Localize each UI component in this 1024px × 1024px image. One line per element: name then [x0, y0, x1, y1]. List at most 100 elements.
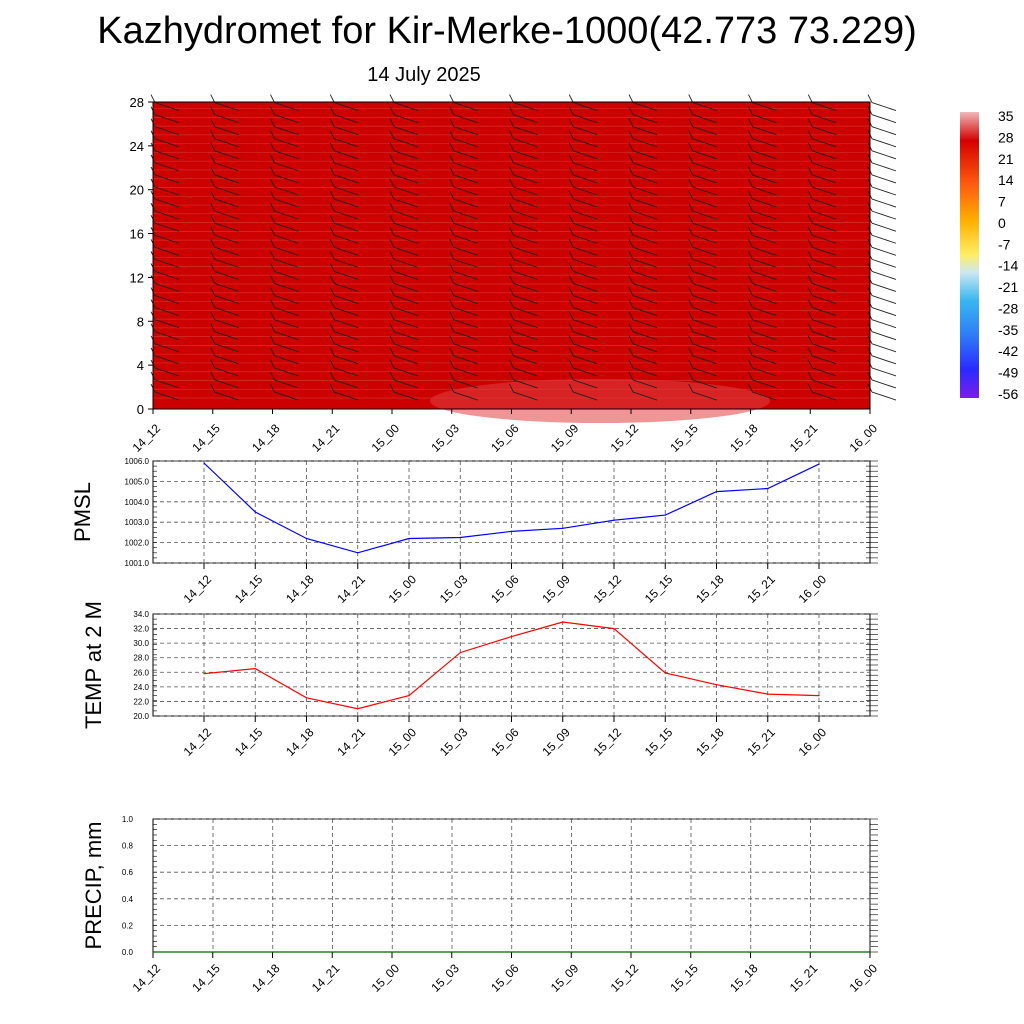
x-tick-label: 14_21 [309, 961, 343, 995]
wind-barb [688, 94, 717, 112]
wind-barb [329, 359, 359, 377]
wind-barb [748, 383, 777, 401]
wind-barb [688, 299, 717, 317]
temp-panel: 20.0 22.0 24.0 26.0 28.0 30.0 32.0 34.0 14_12 14_… [81, 601, 878, 759]
wind-barb [389, 190, 419, 208]
x-tick-label: 14_12 [181, 725, 215, 759]
colorbar-label: -56 [998, 386, 1018, 402]
x-tick-label: 15_15 [667, 421, 701, 455]
wind-barb [509, 299, 538, 317]
wind-barb [807, 347, 837, 365]
wind-barb [807, 190, 837, 208]
wind-barb [568, 227, 598, 244]
x-tick-label: 15_21 [787, 421, 821, 455]
colorbar-label: -35 [998, 322, 1018, 338]
wind-barb [329, 347, 359, 365]
wind-barb [628, 275, 658, 292]
data-point [203, 462, 205, 464]
y-tick-label: 0.8 [122, 842, 134, 851]
wind-barb [568, 94, 598, 112]
wind-barb [329, 311, 359, 329]
wind-barb [688, 311, 717, 329]
wind-barb [270, 239, 299, 256]
wind-barb [449, 239, 478, 256]
wind-barb [628, 299, 658, 317]
y-tick-label: 1005.0 [125, 477, 150, 486]
wind-barb [688, 142, 717, 160]
wind-barb [807, 214, 837, 232]
wind-barb [449, 130, 478, 148]
wind-barb [270, 371, 299, 389]
data-point [254, 668, 256, 670]
wind-barb [568, 323, 598, 341]
wind-barb [449, 371, 478, 389]
wind-barb [329, 299, 359, 317]
wind-barb [748, 359, 777, 377]
wind-barb [270, 335, 299, 353]
wind-barb [329, 106, 359, 124]
wind-barb [449, 251, 478, 268]
y-tick-label: 12 [130, 270, 144, 285]
wind-barb [628, 335, 658, 353]
x-tick-label: 15_09 [548, 961, 582, 995]
y-tick-label: 24.0 [133, 683, 149, 692]
wind-barb [628, 251, 658, 268]
wind-barb [807, 359, 837, 377]
wind-barb [329, 214, 359, 232]
wind-barb [449, 202, 478, 220]
wind-barb [449, 178, 478, 196]
wind-barb [389, 287, 419, 304]
data-point [767, 487, 769, 490]
profile-heatmap-panel: 0 4 8 12 16 20 24 28 14_12 14_15 14_18 14_21 15_00 15… [130, 94, 897, 455]
data-point [357, 552, 359, 554]
colorbar-label: 14 [998, 172, 1014, 188]
wind-barb [867, 94, 897, 112]
wind-barb [449, 227, 478, 244]
y-tick-label: 0.4 [122, 895, 134, 904]
wind-barb [389, 106, 419, 124]
x-tick-label: 14_18 [249, 961, 283, 995]
wind-barb [270, 323, 299, 341]
wind-barb [270, 94, 299, 112]
wind-barb [210, 166, 239, 184]
data-point [664, 514, 666, 516]
wind-barb [748, 94, 777, 112]
wind-barb [628, 142, 658, 160]
wind-barb [270, 142, 299, 160]
y-tick-label: 22.0 [133, 697, 149, 706]
wind-barb [270, 287, 299, 304]
wind-barb [748, 371, 777, 389]
wind-barb [389, 202, 419, 220]
wind-barb [270, 154, 299, 172]
wind-barb [748, 239, 777, 256]
wind-barb [449, 335, 478, 353]
wind-barb [270, 118, 299, 136]
wind-barb [568, 178, 598, 196]
x-tick-label: 14_15 [189, 421, 223, 455]
wind-barb [389, 323, 419, 341]
wind-barb [329, 190, 359, 208]
x-tick-label: 15_15 [667, 961, 701, 995]
y-tick-label: 28 [130, 95, 144, 110]
wind-barb [807, 263, 837, 280]
wind-barb [210, 347, 239, 365]
wind-barb [210, 239, 239, 256]
wind-barb [748, 251, 777, 268]
wind-barb [389, 178, 419, 196]
wind-barb [807, 106, 837, 124]
y-tick-label: 0.2 [122, 921, 134, 930]
colorbar-label: -14 [998, 258, 1018, 274]
x-tick-label: 15_09 [539, 725, 573, 759]
y-tick-label: 1003.0 [125, 518, 150, 527]
y-tick-label: 1004.0 [125, 498, 150, 507]
wind-barb [509, 154, 538, 172]
wind-barb [270, 214, 299, 232]
x-tick-label: 15_00 [386, 725, 420, 759]
page-title: Kazhydromet for Kir-Merke-1000(42.773 73… [97, 10, 917, 52]
wind-barb [449, 154, 478, 172]
wind-barb [210, 371, 239, 389]
wind-barb [509, 239, 538, 256]
colorbar-label: 28 [998, 129, 1014, 145]
colorbar-label: 21 [998, 151, 1014, 167]
x-tick-label: 16_00 [847, 961, 881, 995]
